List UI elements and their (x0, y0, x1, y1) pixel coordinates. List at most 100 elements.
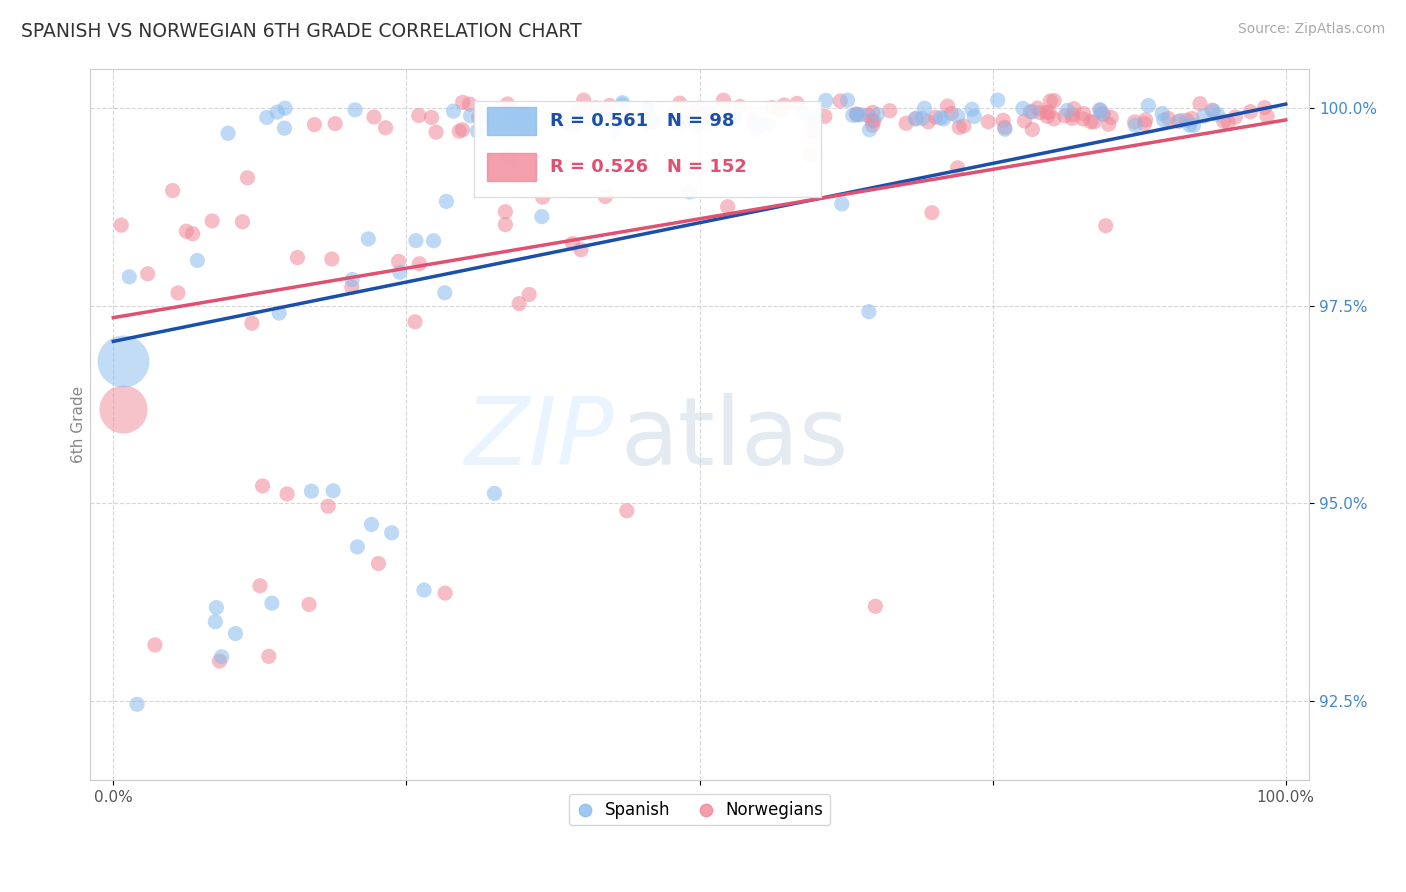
Point (977, 114, 1000, 128)
Point (181, 227, 204, 241)
Point (509, 111, 531, 125)
Point (904, 112, 927, 126)
Point (605, 123, 627, 137)
Point (413, 582, 436, 597)
Point (1029, 105, 1052, 120)
Point (217, 126, 239, 140)
Point (530, 210, 553, 224)
Point (496, 111, 519, 125)
Point (449, 124, 471, 138)
Point (929, 111, 952, 125)
Point (565, 107, 588, 121)
Point (252, 479, 274, 493)
Point (936, 99, 959, 113)
Point (498, 152, 520, 166)
Point (405, 234, 427, 248)
Point (862, 118, 884, 132)
Point (492, 103, 515, 117)
Point (433, 285, 456, 300)
Point (987, 93, 1010, 107)
Point (616, 109, 638, 123)
Point (1035, 105, 1057, 120)
Point (994, 120, 1017, 135)
Point (953, 119, 976, 133)
Point (531, 190, 554, 204)
Point (1153, 112, 1175, 127)
Point (340, 280, 363, 294)
Point (287, 251, 309, 265)
Point (932, 112, 955, 126)
Point (434, 194, 457, 209)
Point (322, 483, 344, 498)
Point (569, 243, 592, 257)
Point (948, 120, 970, 135)
Point (666, 116, 689, 130)
Point (1181, 112, 1204, 126)
Point (879, 103, 901, 118)
Point (512, 107, 534, 121)
Point (501, 103, 523, 117)
Point (1092, 107, 1115, 121)
Point (404, 315, 426, 329)
Point (323, 117, 346, 131)
Point (425, 125, 447, 139)
Point (1212, 114, 1234, 128)
Point (858, 304, 880, 318)
Point (1133, 117, 1156, 131)
Point (143, 638, 166, 652)
Point (679, 185, 702, 199)
Point (458, 97, 481, 112)
Point (713, 93, 735, 107)
Point (1062, 112, 1084, 126)
Point (118, 269, 141, 284)
Point (1135, 112, 1157, 127)
Point (388, 265, 411, 279)
Point (638, 103, 661, 117)
Point (357, 232, 380, 246)
Point (803, 124, 825, 138)
Point (862, 114, 884, 128)
Legend: Spanish, Norwegians: Spanish, Norwegians (568, 794, 831, 825)
Point (501, 113, 523, 128)
Point (612, 98, 634, 112)
Text: R = 0.526   N = 152: R = 0.526 N = 152 (550, 158, 747, 176)
Point (866, 108, 889, 122)
Point (749, 119, 772, 133)
Point (298, 598, 321, 612)
Point (799, 147, 821, 161)
Point (236, 170, 259, 185)
Point (700, 114, 723, 128)
Point (593, 106, 616, 120)
Point (561, 119, 583, 133)
Point (205, 600, 228, 615)
Point (211, 649, 233, 664)
Point (186, 253, 208, 268)
Point (905, 111, 928, 125)
Point (572, 93, 595, 107)
Point (240, 316, 263, 330)
Point (494, 218, 516, 232)
Point (467, 111, 489, 125)
Point (1014, 114, 1036, 128)
Point (804, 110, 827, 124)
Point (963, 110, 986, 124)
Point (231, 215, 253, 229)
Point (1071, 112, 1094, 126)
Point (773, 98, 796, 112)
Point (260, 596, 283, 610)
Point (1175, 113, 1198, 128)
Point (387, 254, 409, 268)
Point (842, 108, 865, 122)
Point (894, 116, 917, 130)
Point (638, 113, 661, 128)
Point (585, 101, 607, 115)
Point (508, 296, 530, 310)
Point (921, 205, 943, 219)
Point (1170, 113, 1192, 128)
Point (494, 204, 516, 219)
Point (517, 120, 540, 134)
Point (599, 98, 621, 112)
Point (728, 99, 751, 113)
Point (496, 103, 519, 117)
Point (360, 517, 382, 532)
